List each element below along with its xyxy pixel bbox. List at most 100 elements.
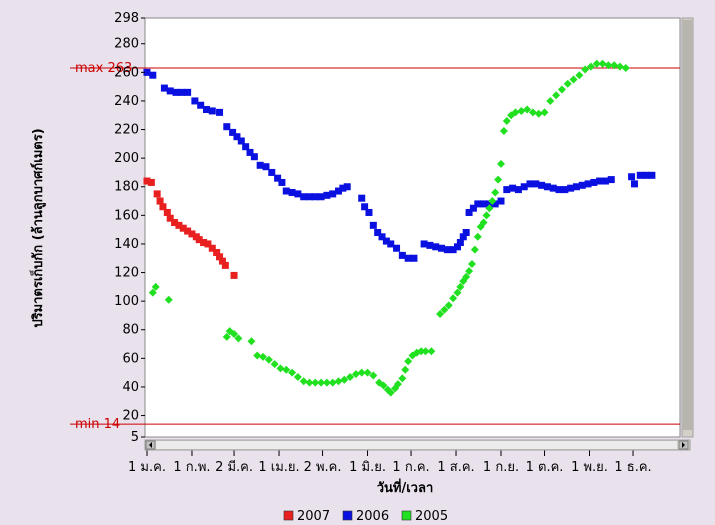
data-point: [601, 177, 609, 185]
y-tick-label: 160: [114, 208, 139, 223]
data-point: [259, 352, 268, 361]
y-tick-label: 180: [114, 180, 139, 195]
data-point: [575, 71, 584, 80]
data-point: [532, 180, 540, 188]
data-point: [453, 288, 462, 297]
data-point: [357, 368, 366, 377]
data-point: [549, 184, 557, 192]
x-tick-label: 1 ต.ค.: [526, 460, 564, 475]
data-point: [379, 381, 388, 390]
y-tick-label: 280: [114, 37, 139, 52]
data-point: [195, 236, 203, 244]
data-point: [514, 186, 522, 194]
data-point: [282, 187, 290, 195]
data-point: [159, 203, 167, 211]
y-axis-title: ปริมาตรเก็บกัก (ล้านลูกบาศก์เมตร): [28, 128, 46, 327]
data-point: [197, 101, 205, 109]
data-point: [334, 377, 343, 386]
legend: 2007 2006 2005: [283, 509, 448, 524]
data-point: [329, 190, 337, 198]
data-point: [404, 357, 413, 366]
data-point: [443, 246, 451, 254]
data-point: [262, 163, 270, 171]
data-point: [479, 218, 488, 227]
data-point: [222, 332, 231, 341]
data-point: [502, 116, 511, 125]
data-point: [339, 184, 347, 192]
data-point: [546, 96, 555, 105]
data-point: [223, 123, 231, 131]
data-point: [317, 193, 325, 201]
data-point: [230, 271, 238, 279]
data-point: [153, 190, 161, 198]
horizontal-scrollbar-thumb[interactable]: [156, 441, 677, 449]
data-point: [311, 378, 320, 387]
data-point: [509, 184, 517, 192]
x-tick-label: 1 ก.พ.: [173, 460, 210, 475]
data-point: [453, 243, 461, 251]
reference-line-label: max 263: [75, 61, 132, 76]
data-point: [630, 180, 638, 188]
data-point: [166, 87, 174, 95]
y-tick-label: 100: [114, 294, 139, 309]
y-tick-label: 40: [122, 380, 139, 395]
data-point: [534, 109, 543, 118]
data-point: [208, 244, 216, 252]
data-point: [293, 372, 302, 381]
x-axis-title: วันที่/เวลา: [377, 478, 434, 496]
data-point: [299, 377, 308, 386]
data-point: [578, 181, 586, 189]
data-point: [456, 239, 464, 247]
vertical-scrollbar-thumb[interactable]: [683, 20, 692, 430]
data-point: [410, 254, 418, 262]
y-tick-label: 120: [114, 266, 139, 281]
data-point: [288, 368, 297, 377]
data-point: [216, 253, 224, 261]
series-2005: [148, 59, 630, 397]
horizontal-scrollbar[interactable]: [144, 439, 691, 451]
data-point: [465, 267, 474, 276]
data-point: [166, 214, 174, 222]
data-point: [361, 203, 369, 211]
scroll-right-arrow-icon: [682, 442, 685, 448]
data-point: [188, 230, 196, 238]
data-point: [229, 128, 237, 136]
data-point: [256, 161, 264, 169]
y-tick-label: 260: [114, 65, 139, 80]
y-tick-label: 220: [114, 123, 139, 138]
data-point: [499, 126, 508, 135]
data-point: [584, 180, 592, 188]
data-point: [462, 272, 471, 281]
data-point: [427, 347, 436, 356]
y-tick-label: 20: [122, 409, 139, 424]
data-point: [440, 305, 449, 314]
data-point: [543, 183, 551, 191]
data-point: [234, 334, 243, 343]
vertical-scrollbar[interactable]: [681, 17, 694, 438]
data-point: [520, 183, 528, 191]
data-point: [387, 240, 395, 248]
data-point: [274, 174, 282, 182]
data-point: [444, 301, 453, 310]
data-point: [288, 188, 296, 196]
data-point: [346, 372, 355, 381]
data-point: [351, 370, 360, 379]
data-point: [511, 108, 520, 117]
y-axis: 298 280 260 240 220 200 180 160 140 120 100 80 60 40 2…: [114, 11, 145, 445]
data-point: [143, 177, 151, 185]
data-point: [365, 208, 373, 216]
data-point: [523, 105, 532, 114]
data-point: [393, 244, 401, 252]
data-point: [305, 193, 313, 201]
data-point: [438, 244, 446, 252]
data-point: [569, 75, 578, 84]
y-tick-label: 298: [114, 11, 139, 26]
data-point: [178, 88, 186, 96]
x-axis: 1 ม.ค. 1 ก.พ. 2 มี.ค. 1 เม.ย. 2 พ.ค. 1 มิ.ย. 1…: [128, 450, 652, 475]
reference-line-label: min 14: [75, 417, 120, 432]
data-point: [268, 168, 276, 176]
data-point: [328, 378, 337, 387]
data-point: [540, 108, 549, 117]
data-point: [494, 175, 503, 184]
